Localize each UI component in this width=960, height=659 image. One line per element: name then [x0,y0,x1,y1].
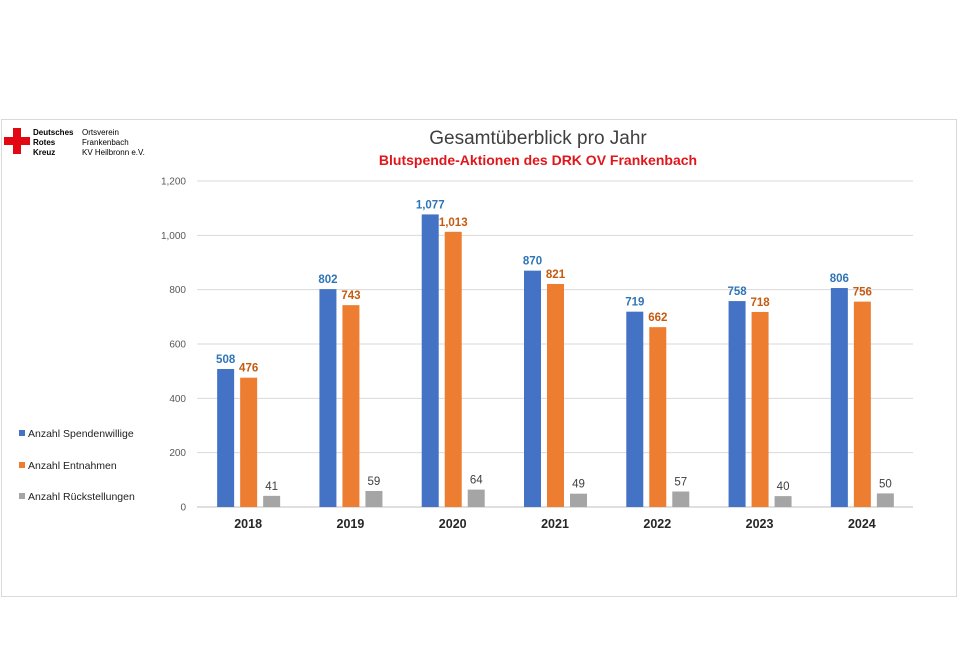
data-label: 719 [625,297,644,309]
data-label: 64 [470,475,483,487]
data-label: 743 [341,290,360,302]
data-label: 802 [318,274,337,286]
ov-name-line-2: Frankenbach [82,138,129,147]
ov-name-line-3: KV Heilbronn e.V. [82,148,145,157]
data-label: 476 [239,363,258,375]
x-tick-label: 2022 [643,517,671,531]
org-name-line-3: Kreuz [33,148,56,157]
legend-swatch-orange [19,462,25,468]
bar-rueckstellungen [774,496,792,507]
data-label: 806 [830,273,849,285]
bar-rueckstellungen [263,495,281,507]
bar-entnahmen [444,231,462,507]
data-label: 41 [265,481,278,493]
data-label: 40 [777,481,790,493]
legend-label: Anzahl Entnahmen [28,460,117,472]
y-tick-label: 600 [169,340,186,351]
bar-entnahmen [547,283,564,507]
chart-frame [1,119,957,597]
legend-swatch-blue [19,430,25,436]
bar-entnahmen [240,377,258,507]
bar-rueckstellungen [467,489,485,507]
bar-spendenwillige [830,288,848,507]
data-label: 870 [523,256,542,268]
bar-entnahmen [751,311,769,507]
y-tick-label: 200 [169,448,186,459]
data-label: 662 [648,312,667,324]
data-label: 821 [546,269,566,281]
y-tick-label: 1,000 [161,231,186,242]
chart-title: Gesamtüberblick pro Jahr [429,128,647,149]
chart-subtitle: Blutspende-Aktionen des DRK OV Frankenba… [378,152,698,168]
x-tick-label: 2018 [234,517,262,531]
x-tick-label: 2024 [848,517,876,531]
bar-rueckstellungen [672,491,690,507]
bar-spendenwillige [421,214,439,508]
legend-swatch-gray [19,493,25,499]
bar-spendenwillige [217,368,235,507]
y-tick-label: 1,200 [161,177,186,188]
legend-item-rueckstellungen: Anzahl Rückstellungen [19,491,135,503]
y-tick-label: 800 [169,285,186,296]
data-label: 1,077 [416,199,445,211]
legend-item-spendenwillige: Anzahl Spendenwillige [19,428,134,440]
org-name-line-2: Rotes [33,138,56,147]
data-label: 756 [853,287,872,299]
data-label: 59 [368,476,381,488]
bar-rueckstellungen [570,493,587,507]
bar-spendenwillige [626,311,644,507]
legend-label: Anzahl Spendenwillige [28,428,134,440]
x-tick-label: 2020 [439,517,467,531]
bar-entnahmen [342,305,360,507]
x-tick-label: 2021 [541,517,569,531]
data-label: 57 [674,477,687,489]
bar-rueckstellungen [876,493,894,507]
bar-rueckstellungen [365,490,383,507]
org-name-line-1: Deutsches [33,128,74,137]
x-tick-label: 2019 [337,517,365,531]
bar-entnahmen [853,301,871,507]
legend-item-entnahmen: Anzahl Entnahmen [19,460,117,472]
bar-entnahmen [649,327,667,507]
y-tick-label: 0 [180,503,186,514]
data-label: 49 [572,479,585,491]
data-label: 758 [727,286,747,298]
red-cross-icon [4,128,30,154]
bar-spendenwillige [524,270,541,507]
data-label: 50 [879,478,892,490]
y-tick-label: 400 [169,394,186,405]
data-label: 1,013 [439,217,468,229]
bar-spendenwillige [319,289,337,507]
data-label: 508 [216,354,236,366]
ov-name-line-1: Ortsverein [82,128,119,137]
data-label: 718 [750,297,770,309]
legend-label: Anzahl Rückstellungen [28,491,135,503]
x-tick-label: 2023 [746,517,774,531]
bar-spendenwillige [728,301,746,507]
